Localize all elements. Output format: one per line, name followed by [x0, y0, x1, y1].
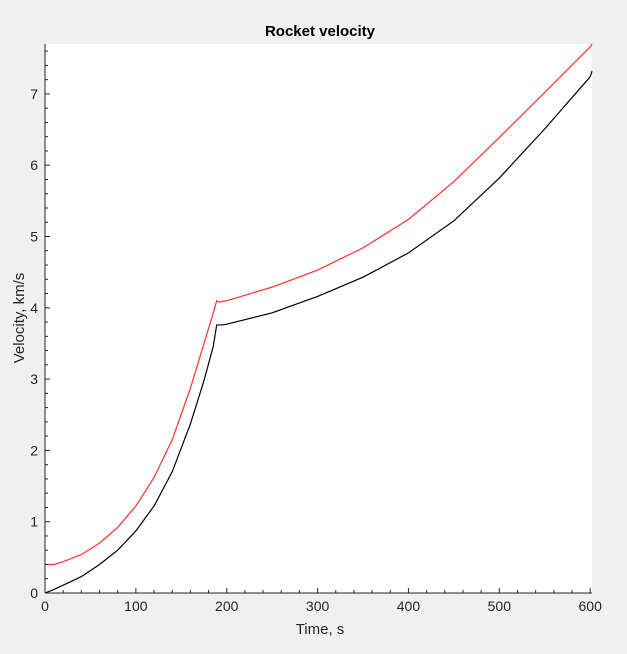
y-tick-label: 2 — [30, 442, 38, 458]
series-line-1 — [45, 43, 593, 566]
y-tick-label: 5 — [30, 229, 38, 245]
y-tick-label: 1 — [30, 514, 38, 530]
chart-title: Rocket velocity — [265, 23, 376, 40]
series-layer — [44, 43, 593, 594]
series-line-2 — [44, 70, 593, 594]
y-tick-label: 4 — [30, 300, 38, 316]
x-tick-label: 100 — [124, 598, 148, 614]
y-tick-label: 3 — [30, 371, 38, 387]
x-ticks: 0 100 200 300 400 500 600 — [41, 588, 602, 614]
x-tick-label: 400 — [397, 598, 421, 614]
x-tick-label: 300 — [306, 598, 330, 614]
y-tick-label: 7 — [30, 86, 38, 102]
y-ticks: 0 1 2 3 4 5 6 7 — [30, 50, 50, 601]
x-tick-label: 600 — [579, 598, 603, 614]
y-tick-label: 6 — [30, 157, 38, 173]
x-axis-label: Time, s — [296, 621, 345, 638]
x-tick-label: 0 — [41, 598, 49, 614]
y-axis-label: Velocity, km/s — [11, 273, 28, 364]
x-tick-label: 500 — [488, 598, 512, 614]
x-tick-label: 200 — [215, 598, 239, 614]
y-tick-label: 0 — [30, 585, 38, 601]
